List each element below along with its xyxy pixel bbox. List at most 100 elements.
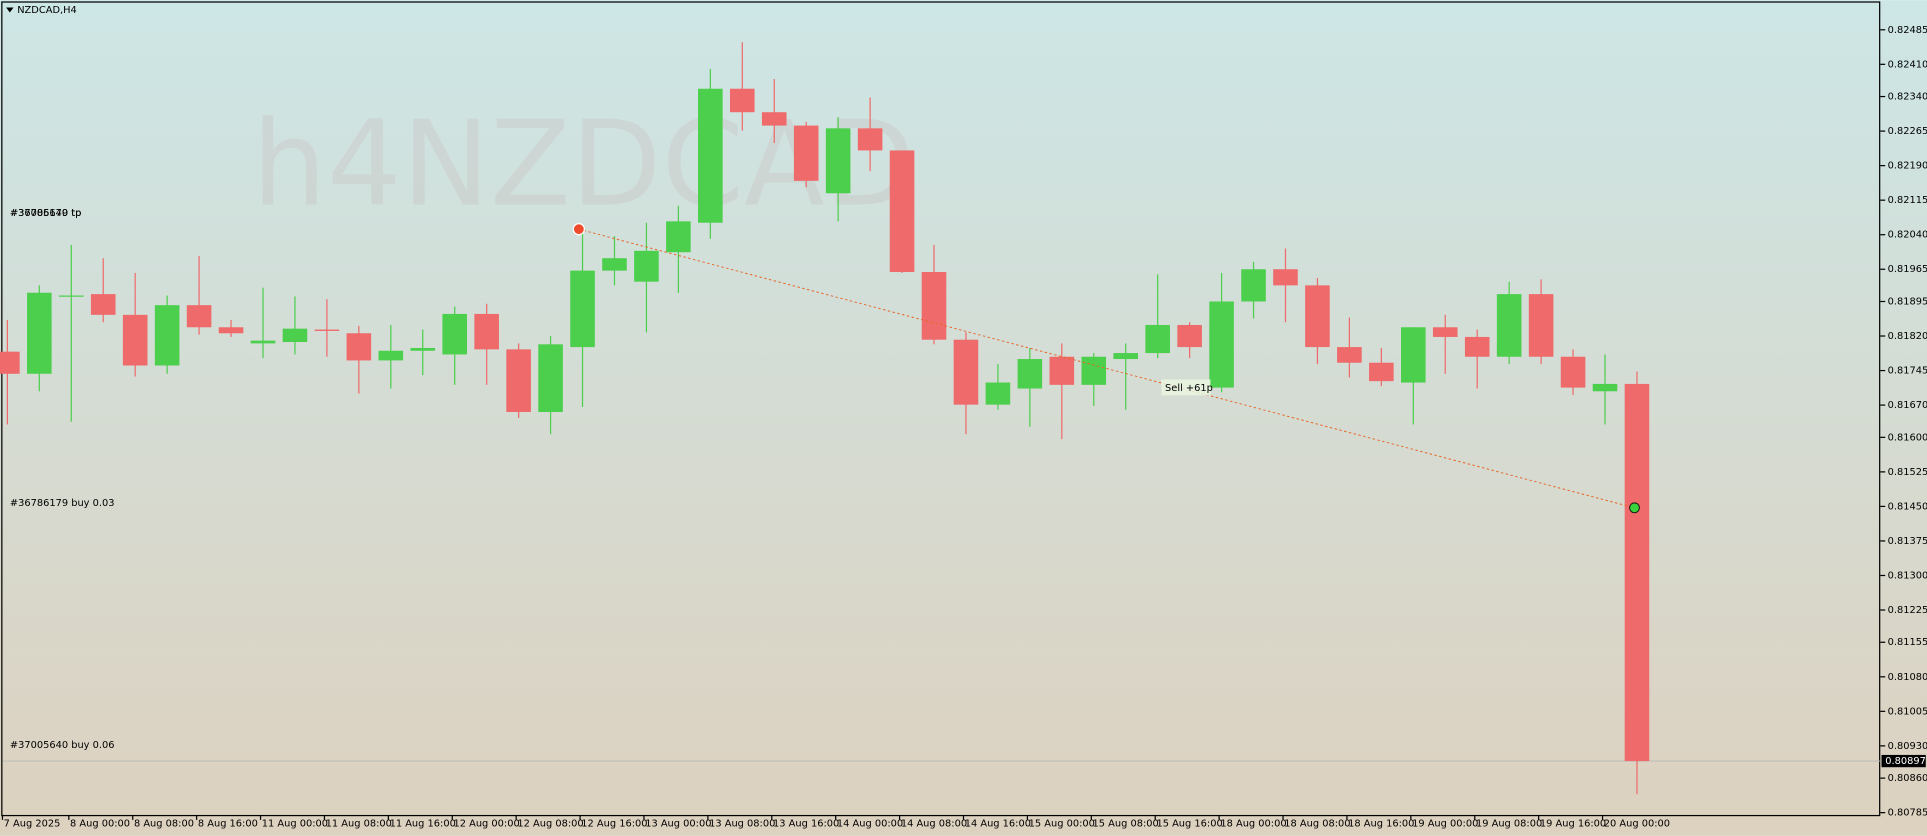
- y-tick-label: 0.80785: [1888, 808, 1927, 819]
- order-label: #36786179 tp: [10, 208, 81, 219]
- candle-body: [0, 351, 20, 374]
- candle-body: [666, 221, 691, 253]
- candle-body: [825, 128, 851, 194]
- x-tick-label: 13 Aug 16:00: [773, 819, 839, 830]
- candle-body: [218, 327, 244, 334]
- x-tick-label: 12 Aug 08:00: [517, 819, 583, 830]
- y-tick-label: 0.82040: [1888, 230, 1927, 241]
- x-tick-label: 7 Aug 2025: [4, 819, 61, 830]
- y-tick-label: 0.81450: [1888, 501, 1927, 512]
- candle-body: [889, 150, 915, 273]
- candle-body: [1369, 362, 1394, 382]
- candle-body: [90, 294, 116, 315]
- y-tick-label: 0.81080: [1888, 672, 1927, 683]
- x-tick-label: 18 Aug 00:00: [1220, 819, 1286, 830]
- candle-body: [1624, 383, 1650, 762]
- x-tick-label: 19 Aug 16:00: [1540, 819, 1606, 830]
- candle-body: [58, 295, 84, 297]
- candle-body: [474, 313, 499, 350]
- candle-body: [506, 349, 531, 413]
- candle-body: [1017, 359, 1043, 389]
- candle-body: [1113, 353, 1139, 360]
- x-tick-label: 20 Aug 00:00: [1604, 819, 1670, 830]
- x-tick-label: 15 Aug 00:00: [1029, 819, 1095, 830]
- candle-body: [1528, 294, 1554, 357]
- y-tick-label: 0.82340: [1888, 92, 1927, 103]
- candle-body: [857, 128, 883, 151]
- candle-body: [1049, 356, 1075, 385]
- x-tick-label: 8 Aug 16:00: [198, 819, 258, 830]
- candle-body: [921, 272, 947, 340]
- trade-label-bg: [1161, 379, 1211, 396]
- candle-body: [1145, 324, 1170, 354]
- y-tick-label: 0.81670: [1888, 400, 1927, 411]
- order-label: #37005640 buy 0.06: [10, 740, 115, 751]
- x-tick-label: 8 Aug 00:00: [70, 819, 130, 830]
- y-tick-label: 0.81820: [1888, 331, 1927, 342]
- trade-exit: [1629, 502, 1640, 514]
- x-tick-label: 11 Aug 00:00: [262, 819, 328, 830]
- order-label: #36786179 buy 0.03: [10, 498, 115, 509]
- x-tick-label: 12 Aug 16:00: [581, 819, 647, 830]
- candle-body: [729, 88, 755, 113]
- candle-body: [186, 305, 212, 328]
- x-tick-label: 15 Aug 16:00: [1156, 819, 1222, 830]
- candle-body: [761, 112, 787, 126]
- y-tick-label: 0.80860: [1888, 773, 1927, 784]
- y-tick-label: 0.81005: [1888, 706, 1927, 717]
- x-tick-label: 19 Aug 08:00: [1476, 819, 1542, 830]
- candle-body: [1560, 356, 1586, 388]
- x-tick-label: 15 Aug 08:00: [1093, 819, 1159, 830]
- y-tick-label: 0.81525: [1888, 467, 1927, 478]
- candle-body: [634, 250, 659, 282]
- candle-body: [282, 328, 308, 343]
- candle-body: [1209, 301, 1234, 388]
- x-tick-label: 13 Aug 00:00: [645, 819, 711, 830]
- candle-body: [378, 350, 404, 361]
- y-tick-label: 0.80930: [1888, 741, 1927, 752]
- x-tick-label: 14 Aug 08:00: [901, 819, 967, 830]
- menu-icon[interactable]: [6, 7, 14, 13]
- y-tick-label: 0.82410: [1888, 59, 1927, 70]
- candle-body: [122, 314, 148, 366]
- candle-body: [250, 340, 276, 344]
- x-tick-label: 8 Aug 08:00: [134, 819, 194, 830]
- candle-body: [1081, 356, 1107, 385]
- y-tick-label: 0.81745: [1888, 366, 1927, 377]
- candle-body: [1273, 269, 1298, 286]
- candle-body: [1177, 324, 1202, 348]
- candle-body: [538, 344, 563, 413]
- candle-body: [953, 339, 979, 405]
- x-tick-label: 12 Aug 00:00: [453, 819, 519, 830]
- order-label: #37005640 tp: [10, 208, 81, 219]
- candle-body: [793, 125, 819, 181]
- x-tick-label: 18 Aug 16:00: [1348, 819, 1414, 830]
- candle-body: [1401, 327, 1426, 383]
- x-tick-label: 19 Aug 00:00: [1412, 819, 1478, 830]
- trade-entry: [572, 223, 585, 236]
- y-tick-label: 0.81225: [1888, 605, 1927, 616]
- y-tick-label: 0.82485: [1888, 25, 1927, 36]
- x-tick-label: 11 Aug 08:00: [326, 819, 392, 830]
- current-price-tag: [1881, 754, 1926, 768]
- candle-body: [154, 305, 180, 366]
- x-tick-label: 14 Aug 00:00: [837, 819, 903, 830]
- y-tick-label: 0.82265: [1888, 126, 1927, 137]
- chart-title: NZDCAD,H4: [17, 5, 77, 16]
- candle-body: [1592, 383, 1618, 392]
- candle-body: [985, 382, 1011, 405]
- x-tick-label: 18 Aug 08:00: [1284, 819, 1350, 830]
- candle-body: [410, 347, 436, 351]
- candle-body: [698, 88, 723, 223]
- candle-body: [1432, 327, 1458, 337]
- candle-body: [314, 329, 340, 331]
- candle-body: [1496, 294, 1522, 357]
- plot-frame: [1, 1, 1881, 817]
- candle-body: [442, 313, 468, 355]
- candle-body: [1337, 347, 1362, 363]
- candle-body: [1241, 269, 1266, 302]
- y-tick-label: 0.81375: [1888, 536, 1927, 547]
